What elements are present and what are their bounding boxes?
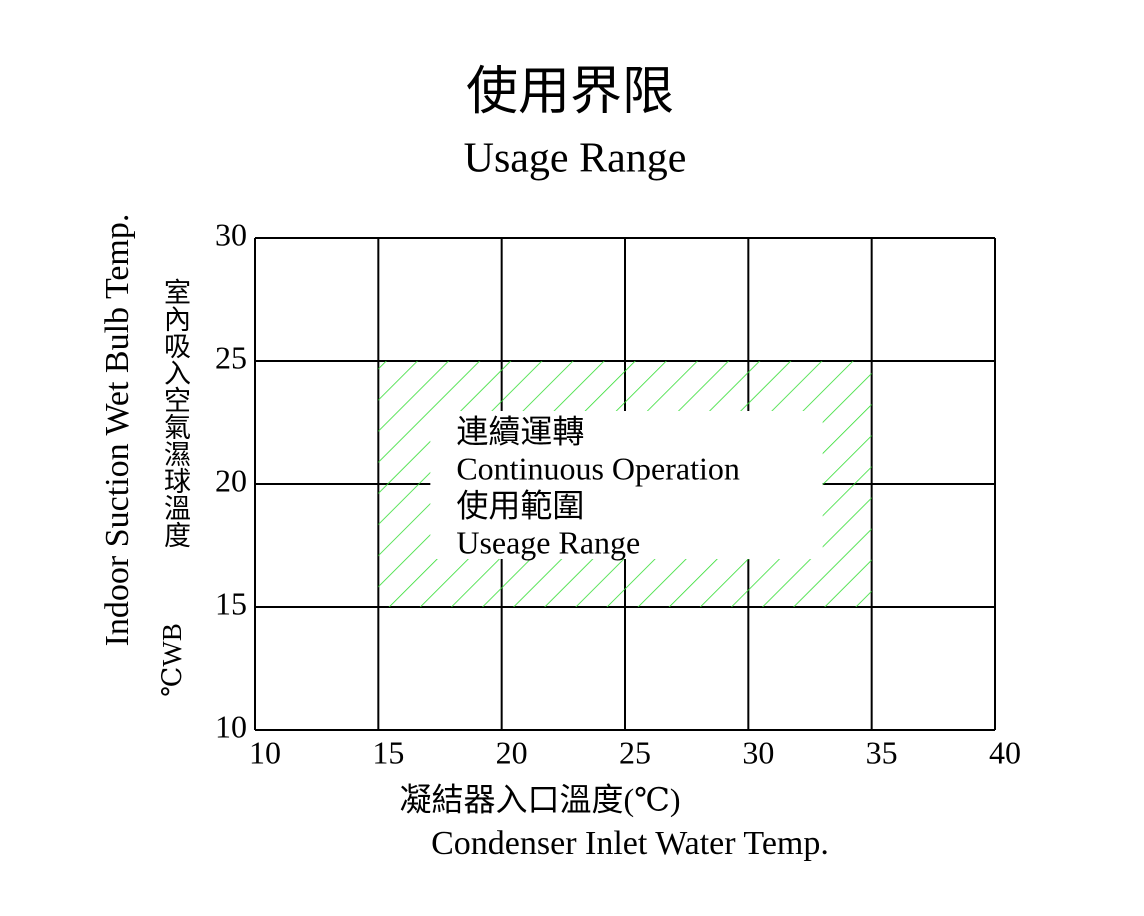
x-tick-label: 30 [742, 734, 774, 770]
x-axis-label: 凝結器入口溫度(℃) [399, 781, 680, 817]
region-label: 連續運轉 [456, 413, 584, 449]
y-tick-label: 15 [215, 585, 247, 621]
x-tick-label: 25 [619, 734, 651, 770]
region-label: Continuous Operation [456, 450, 740, 486]
y-axis-label: ℃WB [157, 623, 187, 697]
label-background [430, 411, 823, 559]
chart-subtitle: Usage Range [464, 136, 687, 182]
x-tick-label: 40 [989, 734, 1021, 770]
y-axis-label: Indoor Suction Wet Bulb Temp. [99, 214, 136, 647]
x-tick-label: 15 [372, 734, 404, 770]
x-axis-label: Condenser Inlet Water Temp. [431, 825, 829, 862]
chart-title: 使用界限 [466, 64, 674, 121]
x-tick-label: 10 [249, 734, 281, 770]
region-label: 使用範圍 [456, 487, 584, 523]
y-tick-label: 10 [215, 708, 247, 744]
x-tick-label: 20 [496, 734, 528, 770]
y-axis-label: 室內吸入空氣濕球溫度 [160, 278, 191, 548]
region-label: Useage Range [456, 524, 640, 560]
y-tick-label: 20 [215, 462, 247, 498]
y-tick-label: 25 [215, 339, 247, 375]
x-tick-label: 35 [866, 734, 898, 770]
y-tick-label: 30 [215, 216, 247, 252]
